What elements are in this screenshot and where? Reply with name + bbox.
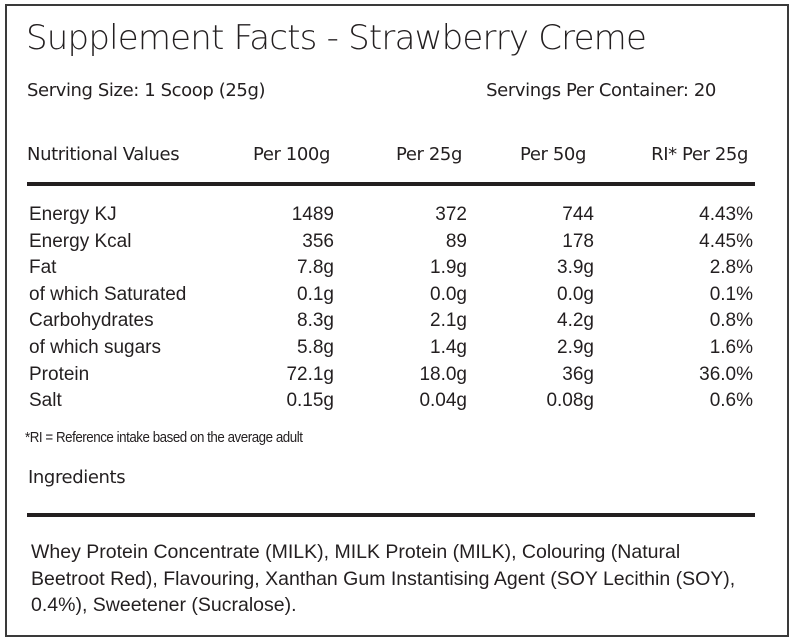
cell-value: 178 bbox=[562, 230, 594, 252]
table-row: of which sugars 5.8g 1.4g 2.9g 1.6% bbox=[0, 337, 794, 363]
nutrient-name: Fat bbox=[29, 257, 57, 279]
serving-size: Serving Size: 1 Scoop (25g) bbox=[27, 80, 266, 101]
cell-value: 1.4g bbox=[430, 337, 467, 358]
cell-value: 0.6% bbox=[709, 390, 753, 412]
cell-value: 18.0g bbox=[419, 363, 467, 385]
cell-value: 8.3g bbox=[297, 310, 334, 332]
nutrient-name: Carbohydrates bbox=[29, 310, 154, 332]
column-header-per-100g: Per 100g bbox=[253, 144, 330, 165]
column-header-ri: RI* Per 25g bbox=[651, 144, 748, 165]
cell-value: 0.08g bbox=[546, 390, 594, 412]
cell-value: 0.15g bbox=[286, 390, 334, 412]
cell-value: 744 bbox=[562, 204, 594, 225]
cell-value: 0.1g bbox=[297, 283, 334, 305]
ingredients-divider bbox=[27, 513, 755, 517]
cell-value: 356 bbox=[302, 230, 334, 252]
cell-value: 72.1g bbox=[286, 363, 334, 385]
footnote: *RI = Reference intake based on the aver… bbox=[25, 430, 303, 446]
nutrient-name: Protein bbox=[29, 363, 90, 385]
cell-value: 5.8g bbox=[297, 337, 334, 358]
cell-value: 1.9g bbox=[430, 257, 467, 279]
table-row: Salt 0.15g 0.04g 0.08g 0.6% bbox=[0, 390, 794, 416]
page-title: Supplement Facts - Strawberry Creme bbox=[26, 18, 647, 58]
cell-value: 0.04g bbox=[419, 390, 467, 412]
cell-value: 36.0% bbox=[699, 363, 753, 385]
nutrient-name: of which sugars bbox=[29, 337, 162, 358]
cell-value: 3.9g bbox=[557, 257, 594, 279]
cell-value: 2.1g bbox=[430, 310, 467, 332]
ingredients-text: Whey Protein Concentrate (MILK), MILK Pr… bbox=[31, 541, 736, 616]
cell-value: 4.2g bbox=[557, 310, 594, 332]
cell-value: 1489 bbox=[291, 204, 334, 225]
cell-value: 0.1% bbox=[709, 283, 753, 305]
table-row: Energy KJ 1489 372 744 4.43% bbox=[0, 204, 794, 230]
nutrient-name: Salt bbox=[29, 390, 62, 412]
cell-value: 2.9g bbox=[557, 337, 594, 358]
cell-value: 1.6% bbox=[709, 337, 753, 358]
cell-value: 0.8% bbox=[709, 310, 753, 332]
nutrient-name: of which Saturated bbox=[29, 283, 187, 305]
table-row: Protein 72.1g 18.0g 36g 36.0% bbox=[0, 364, 794, 390]
header-divider bbox=[27, 182, 755, 186]
nutrient-name: Energy KJ bbox=[29, 204, 117, 225]
cell-value: 7.8g bbox=[297, 257, 334, 279]
table-row: Fat 7.8g 1.9g 3.9g 2.8% bbox=[0, 257, 794, 283]
nutrient-name: Energy Kcal bbox=[29, 230, 132, 252]
label-frame bbox=[5, 4, 789, 637]
cell-value: 2.8% bbox=[709, 257, 753, 279]
servings-per-container: Servings Per Container: 20 bbox=[486, 80, 716, 101]
ingredients-heading: Ingredients bbox=[28, 467, 126, 488]
cell-value: 372 bbox=[435, 204, 467, 225]
cell-value: 4.43% bbox=[699, 204, 753, 225]
cell-value: 0.0g bbox=[430, 283, 467, 305]
column-header-nutrient: Nutritional Values bbox=[27, 144, 180, 165]
table-row: Carbohydrates 8.3g 2.1g 4.2g 0.8% bbox=[0, 310, 794, 336]
column-header-per-50g: Per 50g bbox=[520, 144, 586, 165]
table-row: of which Saturated 0.1g 0.0g 0.0g 0.1% bbox=[0, 284, 794, 310]
cell-value: 4.45% bbox=[699, 230, 753, 252]
table-row: Energy Kcal 356 89 178 4.45% bbox=[0, 231, 794, 257]
cell-value: 0.0g bbox=[557, 283, 594, 305]
cell-value: 36g bbox=[562, 363, 594, 385]
column-header-per-25g: Per 25g bbox=[396, 144, 462, 165]
cell-value: 89 bbox=[445, 230, 467, 252]
